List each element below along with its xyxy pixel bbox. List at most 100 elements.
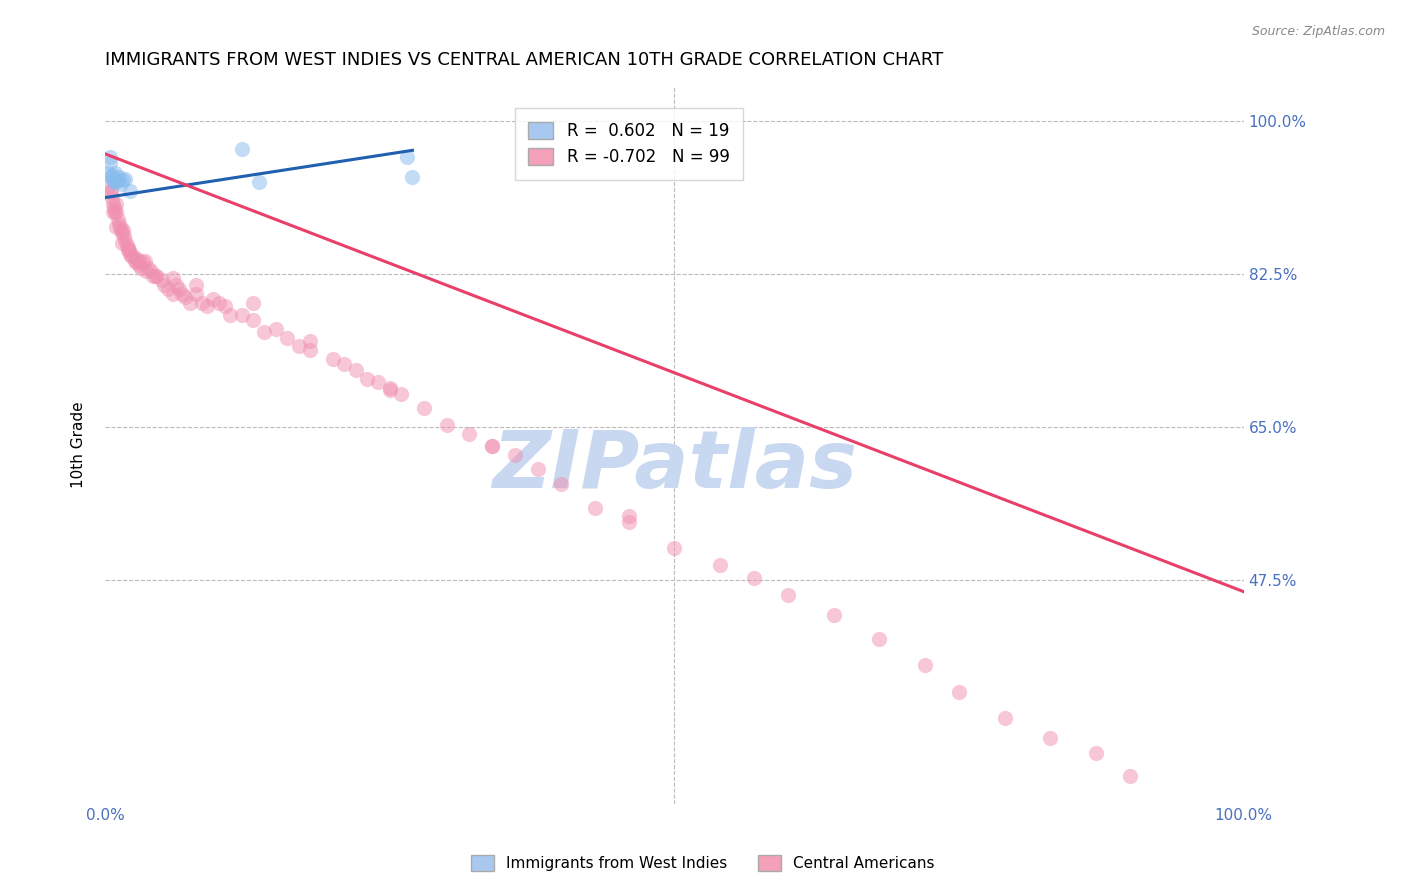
Point: [156, 282, 179, 296]
Point: [550, 477, 572, 491]
Point: [134, 253, 156, 268]
Point: [583, 500, 606, 515]
Point: [526, 462, 548, 476]
Point: [105, 196, 128, 211]
Point: [264, 322, 287, 336]
Point: [242, 295, 264, 310]
Point: [125, 255, 148, 269]
Point: [191, 295, 214, 310]
Point: [105, 175, 128, 189]
Legend: Immigrants from West Indies, Central Americans: Immigrants from West Indies, Central Ame…: [465, 849, 941, 877]
Point: [125, 252, 148, 266]
Point: [98, 186, 121, 200]
Point: [231, 308, 253, 322]
Point: [107, 217, 129, 231]
Point: [145, 269, 167, 284]
Point: [333, 357, 356, 371]
Point: [108, 220, 131, 235]
Point: [131, 255, 153, 269]
Point: [100, 170, 122, 185]
Point: [101, 205, 124, 219]
Point: [322, 351, 344, 366]
Point: [122, 249, 145, 263]
Point: [128, 258, 150, 272]
Point: [247, 175, 270, 189]
Point: [153, 278, 176, 293]
Point: [112, 229, 135, 244]
Point: [994, 711, 1017, 725]
Point: [139, 264, 162, 278]
Point: [401, 170, 423, 185]
Point: [356, 372, 378, 386]
Point: [117, 243, 139, 257]
Point: [101, 168, 124, 182]
Point: [107, 211, 129, 226]
Point: [101, 196, 124, 211]
Point: [128, 253, 150, 268]
Point: [167, 282, 190, 296]
Point: [219, 308, 242, 322]
Point: [617, 515, 640, 529]
Point: [97, 179, 120, 194]
Point: [105, 205, 128, 219]
Point: [742, 571, 765, 585]
Point: [105, 220, 128, 235]
Point: [135, 264, 157, 278]
Point: [823, 608, 845, 623]
Point: [202, 292, 225, 306]
Point: [110, 223, 132, 237]
Point: [276, 331, 298, 345]
Point: [101, 173, 124, 187]
Text: IMMIGRANTS FROM WEST INDIES VS CENTRAL AMERICAN 10TH GRADE CORRELATION CHART: IMMIGRANTS FROM WEST INDIES VS CENTRAL A…: [105, 51, 943, 69]
Point: [173, 290, 195, 304]
Point: [914, 658, 936, 673]
Y-axis label: 10th Grade: 10th Grade: [72, 401, 86, 488]
Point: [111, 226, 134, 240]
Point: [103, 175, 125, 189]
Point: [145, 269, 167, 284]
Point: [124, 253, 146, 268]
Point: [98, 150, 121, 164]
Point: [1039, 731, 1062, 745]
Point: [112, 173, 135, 187]
Point: [617, 509, 640, 524]
Point: [184, 287, 207, 301]
Point: [120, 249, 142, 263]
Point: [253, 326, 276, 340]
Point: [114, 235, 136, 249]
Point: [197, 299, 219, 313]
Point: [110, 177, 132, 191]
Point: [367, 375, 389, 389]
Point: [162, 287, 184, 301]
Point: [107, 173, 129, 187]
Point: [142, 269, 165, 284]
Point: [458, 427, 481, 442]
Point: [709, 558, 731, 573]
Point: [118, 246, 141, 260]
Point: [868, 632, 890, 646]
Point: [242, 313, 264, 327]
Point: [948, 684, 970, 698]
Point: [114, 172, 136, 186]
Point: [389, 386, 412, 401]
Point: [104, 166, 127, 180]
Point: [208, 295, 231, 310]
Point: [115, 238, 138, 252]
Point: [1119, 769, 1142, 783]
Point: [172, 287, 194, 301]
Point: [344, 363, 367, 377]
Point: [298, 334, 321, 349]
Point: [1084, 746, 1107, 760]
Point: [231, 142, 253, 156]
Point: [378, 381, 401, 395]
Point: [481, 439, 503, 453]
Point: [103, 201, 125, 215]
Point: [162, 271, 184, 285]
Point: [112, 223, 135, 237]
Point: [118, 243, 141, 257]
Point: [150, 273, 173, 287]
Point: [214, 299, 236, 313]
Point: [111, 236, 134, 251]
Point: [117, 240, 139, 254]
Point: [104, 205, 127, 219]
